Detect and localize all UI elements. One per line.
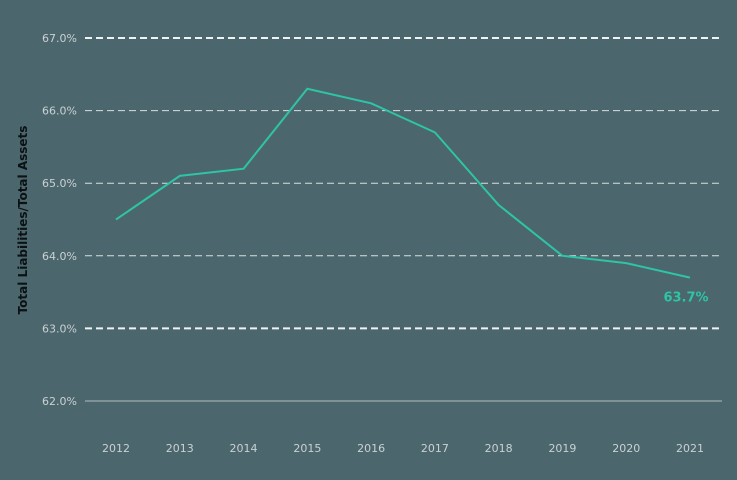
- y-tick-label: 66.0%: [42, 105, 77, 118]
- x-tick-label: 2016: [357, 442, 385, 455]
- y-tick-label: 62.0%: [42, 395, 77, 408]
- gridlines: [85, 37, 722, 402]
- x-tick-label: 2013: [166, 442, 194, 455]
- x-tick-label: 2021: [676, 442, 704, 455]
- y-tick-label: 67.0%: [42, 32, 77, 45]
- x-tick-label: 2015: [293, 442, 321, 455]
- y-tick-label: 65.0%: [42, 177, 77, 190]
- y-tick-label: 63.0%: [42, 322, 77, 335]
- x-tick-label: 2012: [102, 442, 130, 455]
- x-tick-label: 2020: [612, 442, 640, 455]
- x-tick-label: 2018: [485, 442, 513, 455]
- x-tick-label: 2014: [230, 442, 258, 455]
- last-value-label: 63.7%: [663, 291, 708, 306]
- y-tick-label: 64.0%: [42, 250, 77, 263]
- series-line: [115, 87, 691, 279]
- y-axis-title: Total Liabilities/Total Assets: [16, 126, 30, 315]
- x-tick-label: 2019: [548, 442, 576, 455]
- x-tick-label: 2017: [421, 442, 449, 455]
- y-axis-ticks: 67.0% 66.0% 65.0% 64.0% 63.0% 62.0%: [42, 32, 77, 408]
- x-axis-ticks: 2012 2013 2014 2015 2016 2017 2018 2019 2020 2021: [102, 442, 704, 455]
